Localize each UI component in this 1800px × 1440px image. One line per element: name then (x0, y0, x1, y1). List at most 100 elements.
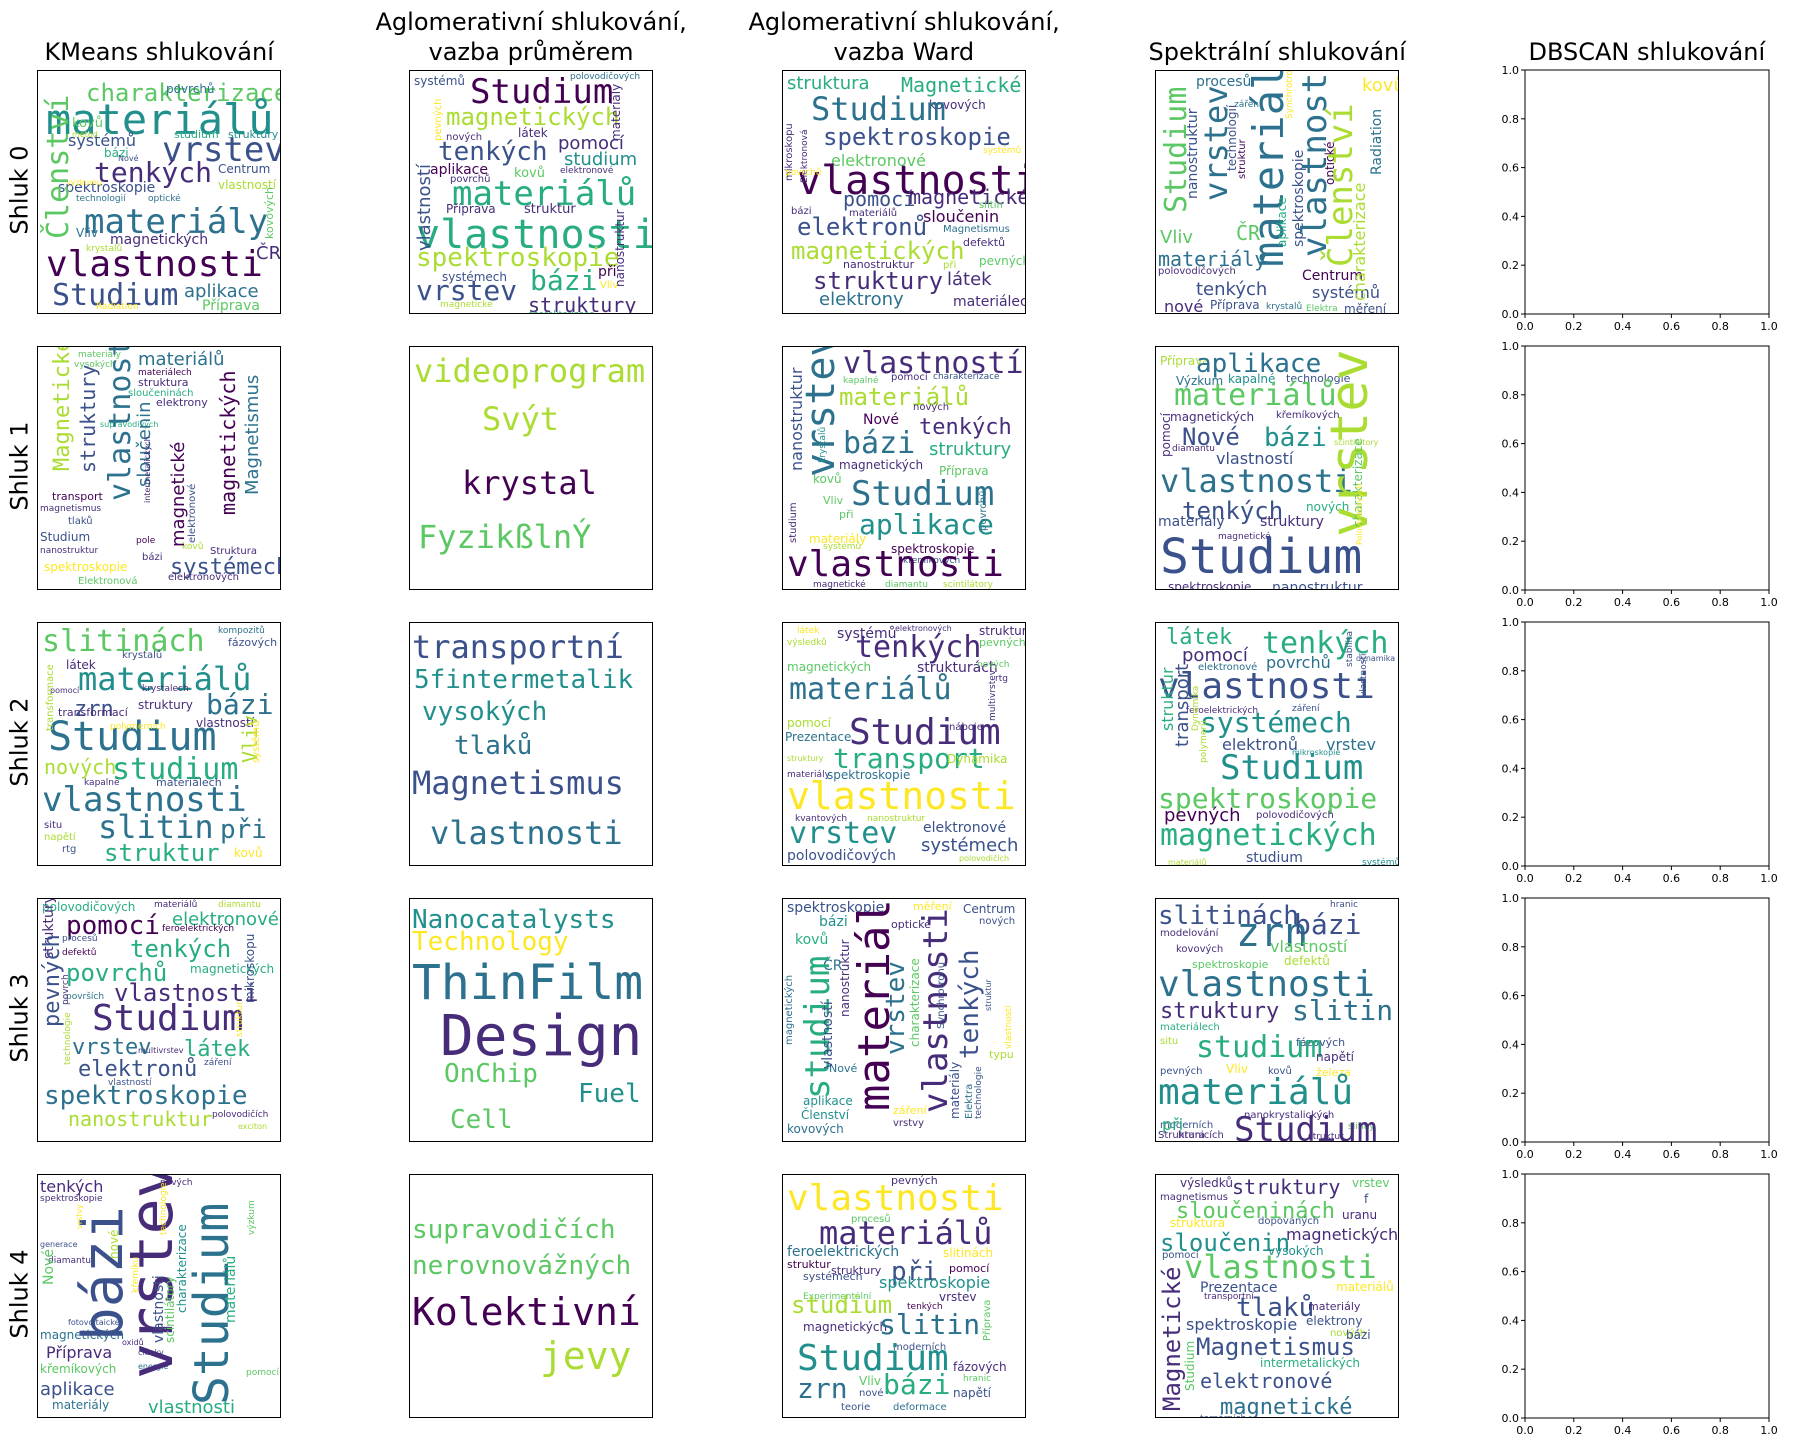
y-tick-label: 0.4 (1502, 1314, 1520, 1327)
word-cloud-word: Magnetismus (1196, 1333, 1355, 1361)
word-cloud-word: vlastnosti (114, 979, 259, 1007)
word-cloud-word: měření (1344, 302, 1387, 314)
word-cloud-word: uranu (1342, 1208, 1378, 1222)
word-cloud-word: vlastností (1359, 653, 1369, 698)
word-cloud-word: Prezentace (785, 730, 852, 744)
word-cloud-word: strukturách (917, 660, 998, 676)
word-cloud-word: tenkých (907, 1302, 943, 1312)
word-cloud-word: pomocí (843, 187, 916, 211)
word-cloud-word: nové (1164, 297, 1204, 314)
word-cloud-word: mikroskopu (243, 933, 257, 1003)
word-cloud-word: struktury (1260, 514, 1324, 530)
word-cloud-word: mikroskopie (1292, 748, 1341, 757)
x-tick-label: 0.8 (1711, 872, 1729, 882)
word-cloud-word: materiálů (78, 660, 252, 698)
word-cloud-word: zrn (1236, 910, 1309, 956)
x-tick-label: 1.0 (1760, 872, 1778, 882)
word-cloud-word: Vliv (859, 1374, 881, 1388)
word-cloud-word: Cell (450, 1105, 513, 1135)
word-cloud-word: slitinách (1158, 901, 1299, 931)
word-cloud-word: spektroskopie (1168, 580, 1252, 590)
word-cloud-word: nanokrystalických (1244, 1110, 1335, 1121)
word-cloud-word: technologie (63, 1012, 73, 1065)
y-tick-label: 1.0 (1502, 64, 1520, 77)
word-cloud-word: Kolektivní (412, 1290, 641, 1334)
word-cloud-word: pevných (891, 1174, 938, 1187)
word-cloud-word: vlastností (1270, 937, 1348, 956)
word-cloud-word: spektroskopie (879, 1273, 991, 1292)
word-cloud-word: magnetických (190, 962, 275, 976)
y-tick-label: 1.0 (1502, 1168, 1520, 1181)
word-cloud-word: elektronové (923, 820, 1007, 836)
word-cloud-word: polovodičových (570, 72, 641, 82)
y-tick-label: 0.8 (1502, 1217, 1520, 1230)
word-cloud-word: fotovoltaické (68, 1318, 120, 1327)
word-cloud-word: studium (1196, 1030, 1323, 1065)
word-cloud-word: Výzkum (1176, 374, 1224, 388)
word-cloud-word: záření (1234, 100, 1262, 110)
word-cloud-word: systémech (1200, 706, 1352, 739)
word-cloud-word: sloučeninách (128, 388, 194, 399)
word-cloud-word: spektroskopie (40, 1194, 103, 1204)
word-cloud-word: fázových (953, 1360, 1007, 1374)
word-cloud-word: rtg (62, 844, 77, 855)
word-cloud-word: f (1364, 1192, 1369, 1206)
word-cloud-panel: procesů kovů záření Vliv ČRmateriálypolovodi… (1155, 70, 1399, 314)
word-cloud-word: systémů (251, 720, 262, 764)
word-cloud-panel: struktura Magnetické kovových Studium spektr… (782, 70, 1026, 314)
word-cloud-word: vlastnosti (430, 814, 623, 852)
word-cloud-word: při (220, 815, 267, 845)
x-tick-label: 0.8 (1711, 1148, 1729, 1158)
word-cloud-panel: polovodičových materiálů diamantu pomocí ele… (37, 898, 281, 1142)
word-cloud-word: dopovaných (1258, 1216, 1320, 1227)
word-cloud-word: spektroskopie (44, 560, 128, 574)
y-tick-label: 1.0 (1502, 616, 1520, 629)
word-cloud-word: tenkých (130, 935, 232, 963)
word-cloud-word: materiálech (953, 294, 1025, 310)
word-cloud-word: povrchů (450, 174, 491, 185)
word-cloud-word: nových (977, 660, 1010, 670)
word-cloud-word: látek (1166, 625, 1233, 650)
word-cloud-word: FyzikßlnÝ (418, 518, 592, 556)
word-cloud-word: struktury (1160, 999, 1280, 1024)
word-cloud-word: elektronové (1198, 662, 1258, 673)
word-cloud-panel: tenkých nových spektroskopie generace diaman… (37, 1174, 281, 1418)
word-cloud-word: pevných (1160, 1066, 1203, 1077)
word-cloud-word: systémů (1312, 283, 1380, 302)
x-tick-label: 0.2 (1565, 1424, 1583, 1434)
word-cloud-word: magnetismus (1160, 1192, 1228, 1203)
word-cloud-word: struktury (228, 128, 279, 141)
word-cloud-word: studium (791, 1291, 893, 1319)
word-cloud-word: nových (979, 916, 1016, 927)
word-cloud-word: vrstev (162, 130, 281, 170)
word-cloud-word: vlastností (1004, 1005, 1014, 1050)
word-cloud-word: nanostruktur (867, 814, 926, 824)
y-tick-label: 0.6 (1502, 714, 1520, 727)
word-cloud-word: struktur (1308, 1132, 1344, 1142)
word-cloud-word: systémů (983, 146, 1022, 156)
word-cloud-word: technologie (974, 1066, 984, 1119)
word-cloud-word: Radiation (1369, 108, 1385, 175)
dbscan-empty-axes: 0.0 0.2 0.4 0.6 0.8 1.0 0.0 0.2 0.4 0.6 0.8 1.0 (1502, 1168, 1778, 1434)
word-cloud-word: materiálů (452, 174, 637, 214)
word-cloud-word: vlastnosti (1160, 462, 1353, 500)
word-cloud-word: krystalů (818, 426, 828, 463)
word-cloud-word: magnetických (446, 103, 620, 131)
word-cloud-word: vrstev (881, 961, 911, 1055)
word-cloud-word: vrstev (72, 1035, 152, 1060)
word-cloud-word: Nanocatalysts (412, 905, 616, 935)
word-cloud-word: transformací (58, 706, 128, 719)
word-cloud-panel: slitinách hranic modelování zrn bázi kovových… (1155, 898, 1399, 1142)
word-cloud-word: nerovnovážných (412, 1251, 632, 1281)
word-cloud-word: polovodičových (1158, 266, 1236, 277)
word-cloud-word: rtg (995, 674, 1008, 684)
column-title: vazba průměrem (428, 38, 634, 66)
word-cloud-word: studium (1246, 850, 1303, 866)
word-cloud-word: spektroskopie (58, 180, 156, 196)
word-cloud-word: charakterizace (86, 79, 281, 107)
word-cloud-word: struktur (787, 1258, 831, 1271)
y-tick-label: 0.2 (1502, 535, 1520, 548)
word-cloud-word: bázi (819, 914, 848, 930)
word-cloud-word: materiály (1308, 1300, 1361, 1313)
word-cloud-word: materiálů (1174, 378, 1337, 413)
